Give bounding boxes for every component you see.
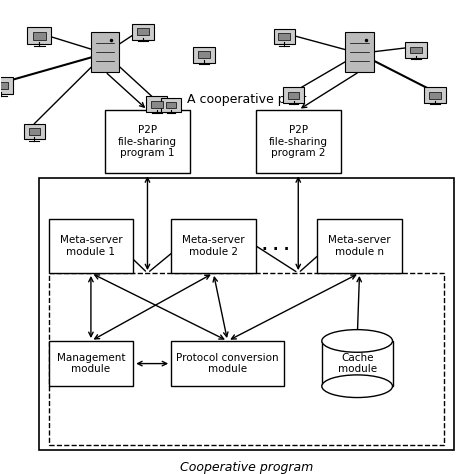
FancyBboxPatch shape [166,102,176,108]
Text: P2P
file-sharing
program 2: P2P file-sharing program 2 [269,125,328,158]
FancyBboxPatch shape [0,82,8,90]
FancyBboxPatch shape [146,97,167,112]
FancyBboxPatch shape [171,219,256,273]
FancyBboxPatch shape [162,98,181,112]
FancyBboxPatch shape [33,32,46,40]
FancyBboxPatch shape [278,33,290,40]
FancyBboxPatch shape [317,219,402,273]
Text: Meta-server
module n: Meta-server module n [328,235,391,257]
Text: Cooperative program: Cooperative program [180,461,313,474]
Text: Meta-server
module 1: Meta-server module 1 [60,235,122,257]
FancyBboxPatch shape [193,46,215,63]
FancyBboxPatch shape [0,77,13,94]
FancyBboxPatch shape [24,124,45,139]
FancyBboxPatch shape [48,219,133,273]
FancyBboxPatch shape [28,128,40,135]
Text: Management
module: Management module [57,353,125,374]
FancyBboxPatch shape [410,46,422,54]
FancyBboxPatch shape [137,28,149,35]
Text: P2P
file-sharing
program 1: P2P file-sharing program 1 [118,125,177,158]
FancyBboxPatch shape [105,110,190,173]
FancyBboxPatch shape [27,27,51,45]
FancyBboxPatch shape [48,341,133,386]
FancyBboxPatch shape [322,341,392,386]
FancyBboxPatch shape [48,273,444,445]
FancyBboxPatch shape [91,32,119,72]
FancyBboxPatch shape [429,92,441,99]
Text: Protocol conversion
module: Protocol conversion module [176,353,279,374]
Text: A cooperative peer: A cooperative peer [187,92,306,106]
Text: . . .: . . . [262,238,289,254]
FancyBboxPatch shape [39,178,454,450]
FancyBboxPatch shape [151,101,163,108]
FancyBboxPatch shape [273,28,295,45]
FancyBboxPatch shape [424,87,446,103]
Text: Meta-server
module 2: Meta-server module 2 [182,235,245,257]
Text: Cache
module: Cache module [337,353,377,374]
Ellipse shape [322,329,392,352]
FancyBboxPatch shape [346,32,374,72]
FancyBboxPatch shape [171,341,284,386]
FancyBboxPatch shape [288,92,299,99]
Ellipse shape [322,375,392,398]
FancyBboxPatch shape [256,110,341,173]
FancyBboxPatch shape [405,42,427,58]
FancyBboxPatch shape [132,24,154,40]
FancyBboxPatch shape [283,87,304,103]
FancyBboxPatch shape [198,51,210,58]
